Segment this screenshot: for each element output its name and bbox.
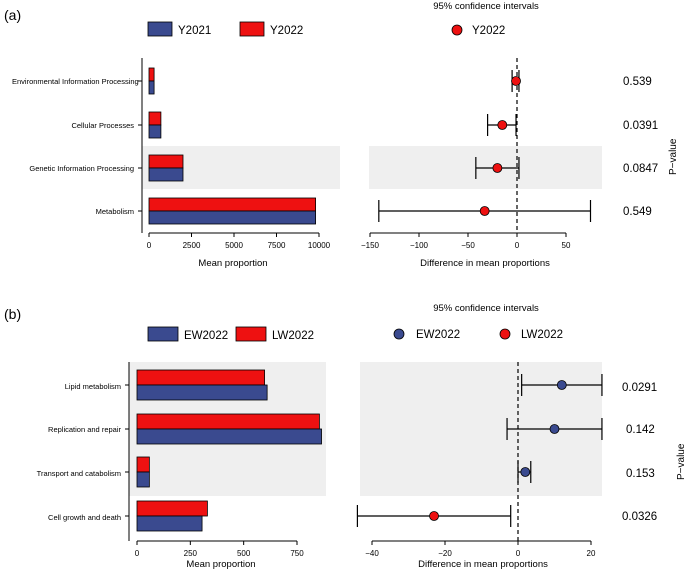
category-a-1: Environmental Information Processing [12, 77, 139, 86]
ci-b-legend-marker-2 [499, 328, 511, 340]
bar-a-1-y2022 [148, 67, 155, 82]
category-b-4: Cell growth and death [48, 513, 121, 522]
pvalue-b-3: 0.153 [626, 468, 655, 480]
ci-x-tick-label-b-4: 20 [587, 549, 596, 558]
bar-plot-a: 0 2500 5000 7500 10000 Environmental Informa… [12, 58, 340, 269]
category-a-4: Metabolism [96, 207, 134, 216]
ci-x-tick-label-b-1: −40 [365, 549, 379, 558]
ci-a-legend-label: Y2022 [472, 25, 505, 37]
x-tick-label-b-1: 0 [135, 549, 140, 558]
ci-point-a-4 [479, 206, 490, 216]
x-tick-label-a-4: 7500 [268, 241, 286, 250]
ci-x-tick-label-a-3: −50 [461, 241, 475, 250]
ci-point-a-2 [497, 120, 508, 130]
pvalue-b-axis-title: P−value [676, 443, 685, 480]
x-tick-label-a-1: 0 [147, 241, 152, 250]
bar-b-2-lw2022 [136, 413, 320, 430]
ci-xlabel-b: Difference in mean proportions [418, 559, 548, 570]
category-a-3: Genetic Information Processing [29, 164, 134, 173]
bar-a-3-y2021 [148, 167, 184, 182]
legend-b-swatch-1 [147, 326, 179, 342]
x-tick-label-b-4: 750 [290, 549, 304, 558]
ci-a-legend-marker [451, 24, 463, 36]
ci-point-b-2 [549, 424, 560, 434]
x-tick-label-a-5: 10000 [308, 241, 331, 250]
bar-a-1-y2021 [148, 80, 155, 95]
category-a-2: Cellular Processes [71, 121, 134, 130]
pvalue-a-2: 0.0391 [623, 120, 658, 132]
pvalue-b-4: 0.0326 [622, 511, 657, 523]
category-b-1: Lipid metabolism [65, 382, 121, 391]
x-tick-label-b-2: 250 [184, 549, 198, 558]
bar-b-1-lw2022 [136, 369, 265, 386]
ci-point-a-3 [492, 163, 503, 173]
ci-xlabel-a: Difference in mean proportions [420, 258, 550, 269]
ci-point-b-3 [520, 467, 531, 477]
x-tick-label-a-3: 5000 [225, 241, 243, 250]
legend-b-label-2: LW2022 [272, 330, 314, 342]
bar-a-4-y2022 [148, 197, 317, 212]
category-b-3: Transport and catabolism [37, 469, 121, 478]
bar-a-2-y2021 [148, 124, 162, 139]
bar-a-2-y2022 [148, 111, 162, 126]
ci-b-legend-marker-1 [393, 328, 405, 340]
ci-x-tick-label-a-4: 0 [515, 241, 520, 250]
legend-b-swatch-2 [235, 326, 267, 342]
ci-x-tick-label-a-1: −150 [361, 241, 380, 250]
pvalue-b-2: 0.142 [626, 424, 655, 436]
bar-b-4-ew2022 [136, 515, 203, 532]
legend-a-label-2: Y2022 [270, 25, 303, 37]
bar-a-4-y2021 [148, 210, 317, 225]
ci-x-tick-label-b-2: −20 [438, 549, 452, 558]
ci-point-b-1 [556, 380, 567, 390]
bar-a-3-y2022 [148, 154, 184, 169]
category-b-2: Replication and repair [48, 425, 121, 434]
xlabel-a: Mean proportion [198, 258, 267, 269]
ci-x-tick-label-a-5: 50 [562, 241, 571, 250]
ci-x-tick-label-b-3: 0 [516, 549, 521, 558]
bar-b-3-lw2022 [136, 456, 150, 473]
pvalue-a-1: 0.539 [623, 76, 652, 88]
ci-b-legend-label-2: LW2022 [521, 329, 563, 341]
pvalue-b-1: 0.0291 [622, 382, 657, 394]
bar-b-3-ew2022 [136, 471, 150, 488]
panel-a-label: (a) [4, 7, 21, 23]
x-tick-label-a-2: 2500 [183, 241, 201, 250]
x-tick-label-b-3: 500 [237, 549, 251, 558]
ci-b-title: 95% confidence intervals [433, 303, 539, 314]
ci-plot-b: −40 −20 0 20 Difference in mean proportions [356, 362, 603, 570]
ci-point-b-4 [429, 511, 439, 521]
ci-b-legend-label-1: EW2022 [416, 329, 460, 341]
bar-b-2-ew2022 [136, 428, 322, 445]
ci-plot-a: −150 −100 −50 0 50 Difference in mean propor… [361, 58, 602, 269]
bar-b-1-ew2022 [136, 384, 268, 401]
pvalue-a-3: 0.0847 [623, 163, 658, 175]
legend-a-swatch-2 [239, 21, 265, 37]
ci-a-title: 95% confidence intervals [433, 1, 539, 12]
xlabel-b: Mean proportion [186, 559, 255, 570]
legend-b-label-1: EW2022 [184, 330, 228, 342]
pvalue-a-axis-title: P−value [668, 138, 679, 175]
ci-point-a-1 [511, 76, 521, 86]
pvalue-a-4: 0.549 [623, 206, 652, 218]
legend-a-swatch-1 [147, 21, 173, 37]
bar-b-4-lw2022 [136, 500, 208, 517]
ci-x-tick-label-a-2: −100 [410, 241, 429, 250]
bar-plot-b: 0 250 500 750 Lipid metabolism Replication … [37, 362, 326, 570]
panel-b-label: (b) [4, 306, 21, 322]
legend-a-label-1: Y2021 [178, 25, 211, 37]
